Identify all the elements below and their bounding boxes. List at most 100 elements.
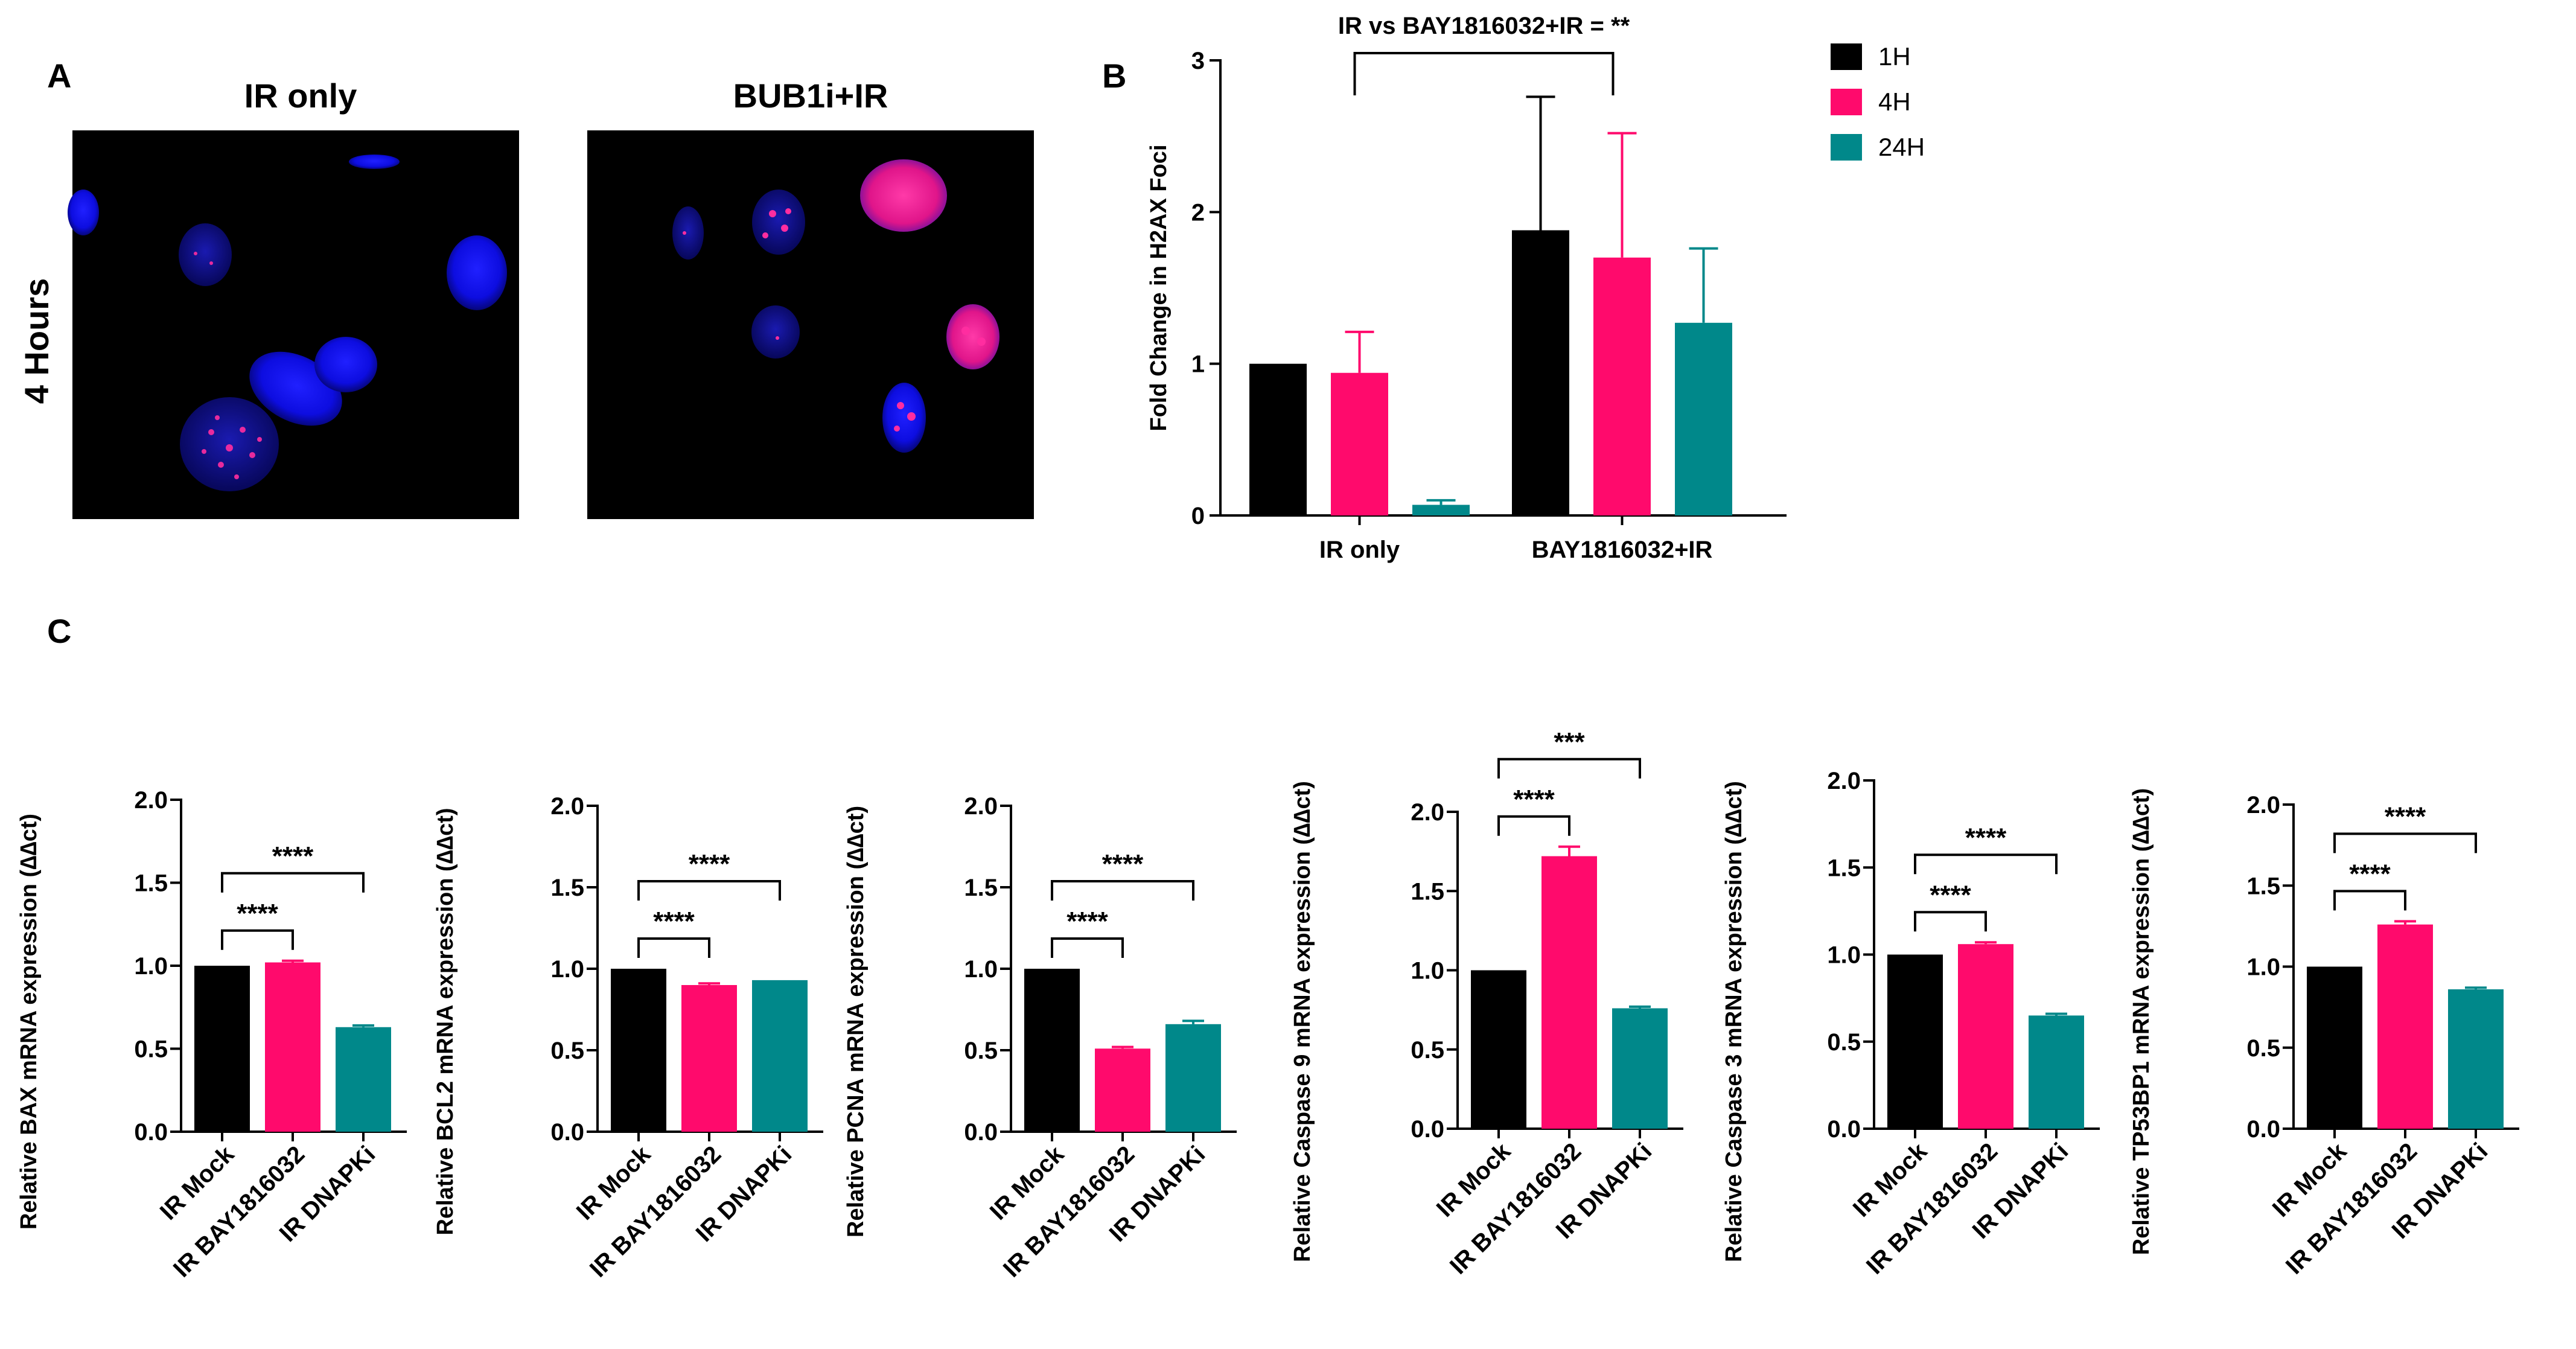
bar-0: [194, 966, 250, 1132]
y-tick-label: 1.5: [964, 875, 998, 901]
legend-swatch-1h: [1831, 43, 1862, 70]
y-tick-label: 1.0: [134, 953, 168, 980]
panel-label-b: B: [1102, 57, 1126, 95]
y-tick-label: 1.5: [550, 875, 584, 901]
y-tick-label: 2.0: [2246, 792, 2280, 818]
chart-panel-c-1: 0.0 0.5 1.0 1.5 2.0 Relative BAX mRNA express…: [16, 787, 407, 1283]
y-tick-label: 2.0: [134, 787, 168, 814]
significance-stars: ****: [1066, 907, 1108, 936]
x-category-label: IR BAY1816032: [2281, 1138, 2422, 1279]
y-tick-label: 0.0: [1411, 1116, 1444, 1143]
bar-0: [2307, 966, 2362, 1129]
bar-1: [681, 985, 737, 1132]
y-tick-label: 0.5: [1827, 1029, 1861, 1056]
x-category-label: BAY1816032+IR: [1532, 537, 1713, 563]
y-tick-label: 2.0: [1827, 768, 1861, 794]
significance-bracket: [1353, 52, 1615, 95]
y-axis-label: Relative Caspase 3 mRNA expression (∆∆ct…: [1721, 781, 1747, 1262]
bar-0: [1024, 969, 1080, 1132]
chart-panel-c-6: 0.0 0.5 1.0 1.5 2.0 Relative TP53BP1 mRNA exp…: [2129, 788, 2519, 1280]
image-title-ir-only: IR only: [244, 77, 357, 115]
chart-panel-c-2: 0.0 0.5 1.0 1.5 2.0 Relative BCL2 mRNA expres…: [433, 793, 823, 1283]
bar-1: [265, 962, 320, 1132]
significance-stars: ****: [653, 907, 695, 936]
x-category-label: IR BAY1816032: [585, 1141, 726, 1282]
y-tick-label: 3: [1191, 48, 1205, 74]
bar-2: [1165, 1024, 1221, 1132]
y-axis-label: Relative TP53BP1 mRNA expression (∆∆ct): [2129, 788, 2154, 1255]
y-tick-label: 0.5: [1411, 1037, 1444, 1064]
bar-0: [1471, 970, 1526, 1129]
significance-bracket: [1051, 880, 1194, 901]
chart-panel-c-4: 0.0 0.5 1.0 1.5 2.0 Relative Caspase 9 mRNA e…: [1290, 727, 1683, 1280]
panel-label-c: C: [47, 612, 71, 650]
bar-24h-0: [1412, 505, 1470, 515]
y-tick-label: 2.0: [964, 793, 998, 820]
y-tick-label: 1: [1191, 351, 1205, 378]
significance-stars: ****: [1513, 785, 1555, 814]
x-category-label: IR BAY1816032: [1861, 1138, 2003, 1279]
significance-stars: ****: [1930, 880, 1971, 910]
y-tick-label: 0: [1191, 503, 1205, 529]
significance-stars: ****: [2385, 802, 2426, 831]
panel-label-a: A: [47, 57, 71, 95]
y-tick-label: 1.5: [2246, 873, 2280, 899]
legend-swatch-4h: [1831, 89, 1862, 115]
y-axis-label: Fold Change in H2AX Foci: [1146, 144, 1172, 431]
bar-4h-1: [1593, 257, 1651, 515]
significance-bracket: [2333, 890, 2406, 911]
bar-0: [1887, 954, 1943, 1129]
bar-2: [2448, 989, 2504, 1129]
chart-panel-b: 0 1 2 3 Fold Change in H2AX Foci IR only BAY18…: [1146, 13, 1925, 563]
y-tick-label: 0.0: [550, 1119, 584, 1146]
y-tick-label: 0.0: [964, 1119, 998, 1146]
y-axis-label: Relative BCL2 mRNA expression (∆∆ct): [433, 808, 458, 1235]
chart-panel-c-3: 0.0 0.5 1.0 1.5 2.0 Relative PCNA mRNA expres…: [843, 793, 1237, 1283]
y-axis-label: Relative PCNA mRNA expression (∆∆ct): [843, 806, 869, 1237]
y-tick-label: 1.0: [1827, 942, 1861, 969]
micrograph-bub1i-ir: [587, 130, 1034, 519]
bar-1: [2377, 924, 2433, 1129]
y-tick-label: 0.0: [1827, 1116, 1861, 1143]
y-tick-label: 2.0: [1411, 799, 1444, 826]
x-category-label: IR BAY1816032: [1445, 1138, 1586, 1279]
legend-swatch-24h: [1831, 134, 1862, 161]
y-tick-label: 1.5: [1827, 855, 1861, 881]
chart-panel-c-5: 0.0 0.5 1.0 1.5 2.0 Relative Caspase 3 mRNA e…: [1721, 768, 2100, 1280]
bar-1: [1095, 1048, 1150, 1132]
x-category-label: IR only: [1319, 537, 1400, 563]
image-title-bub1i-ir: BUB1i+IR: [733, 77, 888, 115]
significance-bracket: [1497, 757, 1641, 779]
y-axis-label: Relative BAX mRNA expression (∆∆ct): [16, 814, 42, 1229]
y-tick-label: 1.0: [2246, 954, 2280, 981]
row-label-4-hours: 4 Hours: [18, 278, 56, 404]
significance-bracket: [221, 929, 294, 950]
bar-0: [611, 969, 666, 1132]
y-tick-label: 2: [1191, 199, 1205, 226]
x-category-label: IR BAY1816032: [998, 1141, 1140, 1282]
significance-bracket: [637, 880, 781, 901]
legend-label-24h: 24H: [1878, 133, 1925, 161]
significance-bracket: [2333, 832, 2477, 853]
significance-bracket: [1497, 815, 1570, 836]
significance-stars: ****: [689, 849, 730, 879]
y-tick-label: 1.0: [964, 956, 998, 983]
bar-1: [1958, 944, 2013, 1129]
y-tick-label: 2.0: [550, 793, 584, 820]
legend-label-4h: 4H: [1878, 88, 1911, 116]
bar-4h-0: [1331, 372, 1388, 515]
significance-stars: ****: [2349, 859, 2391, 888]
significance-bracket: [637, 937, 710, 958]
significance-bracket: [221, 872, 365, 893]
y-tick-label: 0.5: [550, 1038, 584, 1064]
y-tick-label: 0.5: [134, 1036, 168, 1063]
bar-2: [752, 980, 808, 1132]
y-tick-label: 1.0: [550, 956, 584, 983]
bar-1h-1: [1512, 230, 1569, 515]
y-tick-label: 1.5: [1411, 878, 1444, 905]
significance-stars: ****: [1102, 849, 1144, 879]
significance-bracket: [1914, 911, 1987, 932]
y-tick-label: 0.5: [964, 1038, 998, 1064]
significance-stars: ****: [237, 899, 278, 928]
